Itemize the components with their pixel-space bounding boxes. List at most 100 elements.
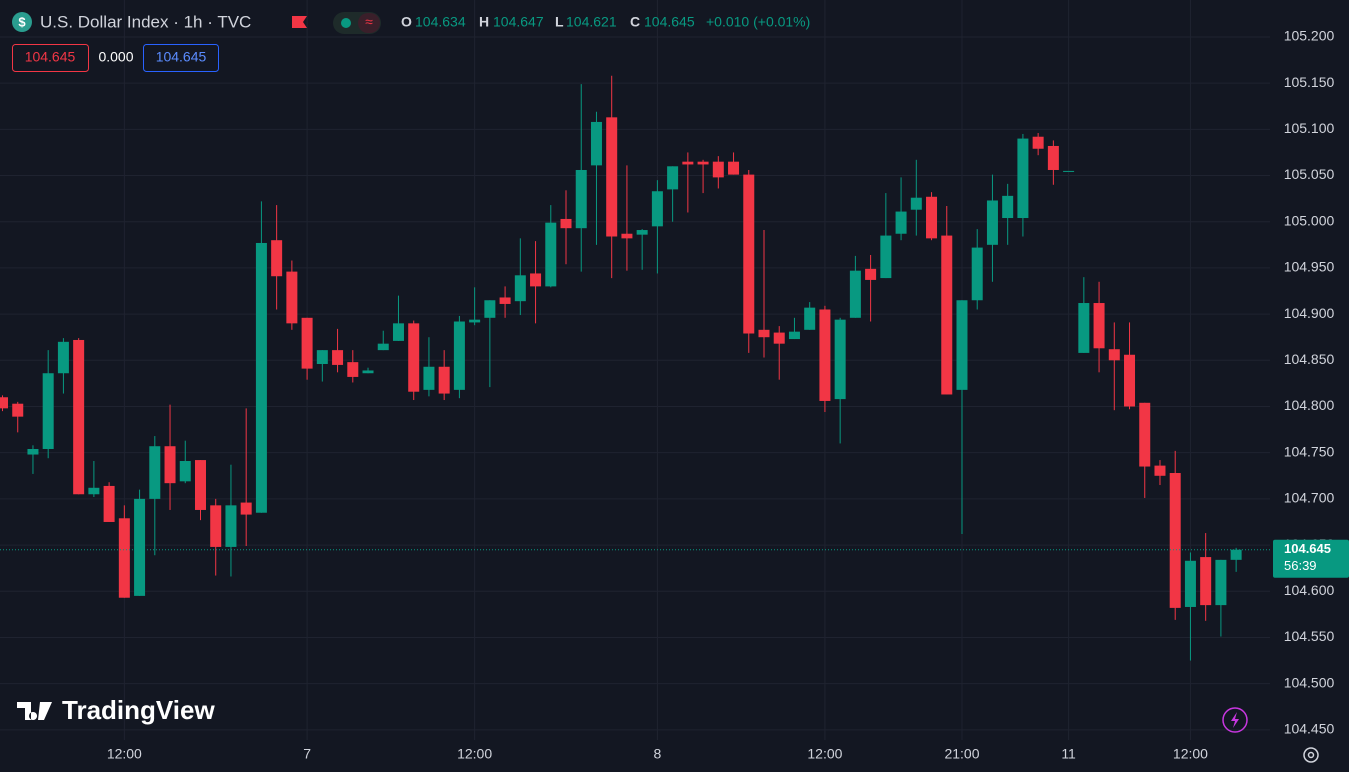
y-tick-label: 104.750 <box>1284 443 1335 459</box>
last-price-box <box>1273 539 1349 578</box>
candle-body <box>743 174 755 334</box>
x-tick-label: 11 <box>1061 746 1076 762</box>
candle-body <box>286 271 298 324</box>
candle-body <box>926 196 938 239</box>
candle-body <box>12 403 24 417</box>
candle-body <box>408 323 420 392</box>
y-tick-label: 104.600 <box>1284 582 1335 598</box>
ask-badge[interactable] <box>143 44 219 72</box>
candle-body <box>910 197 922 210</box>
candle-body <box>347 362 359 377</box>
candle-body <box>42 373 54 449</box>
candle-body <box>1139 402 1151 467</box>
last-price-label: 104.645 <box>1284 541 1331 556</box>
legend-value: 104.645 <box>644 14 695 30</box>
y-tick-label: 104.800 <box>1284 397 1335 413</box>
countdown: 56:39 <box>1284 558 1317 573</box>
settings-button[interactable] <box>1303 747 1319 763</box>
candle-body <box>27 448 39 455</box>
x-tick-label: 12:00 <box>1173 746 1208 762</box>
candle-body <box>1078 303 1090 353</box>
y-tick-label: 104.950 <box>1284 259 1335 275</box>
bid-badge[interactable] <box>12 44 89 72</box>
legend-value: 104.621 <box>566 14 617 30</box>
candle-body <box>438 366 450 394</box>
y-tick-label: 105.150 <box>1284 74 1335 90</box>
legend-label: C <box>630 14 640 30</box>
candle-body <box>362 370 374 374</box>
delay-badge <box>358 13 380 33</box>
x-tick-label: 12:00 <box>807 746 842 762</box>
candle-body <box>149 446 161 499</box>
candle-body <box>895 211 907 234</box>
candle-body <box>834 319 846 400</box>
candle-body <box>1169 473 1181 608</box>
candle-body <box>499 297 511 304</box>
candle-body <box>1047 145 1059 170</box>
market-open-dot <box>341 18 351 28</box>
candle-body <box>530 273 542 287</box>
candle-body <box>773 332 785 344</box>
candle-body <box>941 235 953 395</box>
candle-body <box>986 200 998 245</box>
y-tick-label: 105.100 <box>1284 120 1335 136</box>
candle-body <box>1154 465 1166 476</box>
x-tick-label: 8 <box>653 746 661 762</box>
plot <box>0 75 1242 661</box>
candle-body <box>1002 195 1014 219</box>
candle-body <box>392 323 404 341</box>
candle-body <box>788 331 800 340</box>
candle-body <box>377 343 389 351</box>
y-tick-label: 105.000 <box>1284 212 1335 228</box>
lightning-icon <box>1231 712 1239 728</box>
candle-body <box>225 505 237 547</box>
candle-body <box>1200 557 1212 606</box>
candle-body <box>1032 136 1044 149</box>
legend-label: O <box>401 14 412 30</box>
legend-value: 104.647 <box>493 14 544 30</box>
candle-body <box>469 319 481 323</box>
y-tick-label: 104.550 <box>1284 628 1335 644</box>
candle-body <box>1108 349 1120 361</box>
candle-body <box>667 166 679 190</box>
watermark-logo <box>17 702 52 720</box>
bid-value: 104.645 <box>25 49 76 65</box>
candle-body <box>73 339 85 495</box>
candle-body <box>164 446 176 484</box>
candle-body <box>1230 549 1242 560</box>
lightning-button[interactable] <box>1222 707 1248 733</box>
x-tick-label: 7 <box>303 746 311 762</box>
candle-body <box>271 240 283 277</box>
candle-body <box>819 309 831 401</box>
settings-icon <box>1307 751 1315 759</box>
candle-body <box>712 161 724 178</box>
candle-body <box>316 350 328 364</box>
candle-body <box>118 518 130 598</box>
spread-value: 0.000 <box>98 49 133 65</box>
watermark: TradingView <box>62 695 215 725</box>
candle-body <box>682 161 694 165</box>
candle-body <box>423 366 435 390</box>
flag-icon[interactable] <box>292 16 307 28</box>
y-tick-label: 104.900 <box>1284 305 1335 321</box>
candle-body <box>194 460 206 510</box>
candle-body <box>1017 138 1029 219</box>
candle-body <box>575 169 587 229</box>
candle-body <box>1184 560 1196 607</box>
y-tick-label: 105.200 <box>1284 28 1335 44</box>
candle-body <box>1215 559 1227 606</box>
chart-title: U.S. Dollar Index · 1h · TVC <box>40 12 251 31</box>
y-tick-label: 104.700 <box>1284 490 1335 506</box>
ask-value: 104.645 <box>156 49 207 65</box>
candle-body <box>332 350 344 365</box>
change: +0.010 (+0.01%) <box>706 14 810 30</box>
candle-body <box>514 275 526 302</box>
candle-body <box>956 300 968 390</box>
candle-body <box>804 307 816 330</box>
candle-body <box>88 487 100 495</box>
candle-body <box>971 247 983 301</box>
symbol-icon-glyph: $ <box>18 14 26 29</box>
candle-body <box>621 233 633 239</box>
candle-body <box>758 329 770 338</box>
